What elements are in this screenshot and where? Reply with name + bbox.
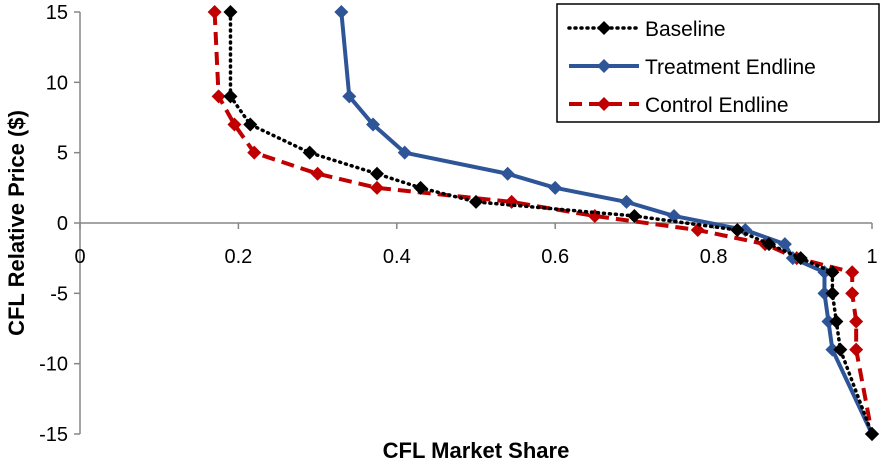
data-point-control-endline: [587, 208, 602, 223]
legend-item-baseline: Baseline: [567, 18, 726, 41]
data-point-baseline: [413, 180, 428, 195]
data-point-baseline: [223, 89, 238, 104]
y-tick-label: 10: [46, 72, 68, 94]
data-point-baseline: [370, 166, 384, 181]
series-line-treatment-endline: [339, 11, 874, 435]
data-point-treatment-endline: [500, 166, 515, 181]
legend-swatch-marker: [597, 59, 611, 73]
data-point-baseline: [829, 314, 844, 329]
series-line-control-endline: [212, 11, 874, 435]
data-point-baseline: [793, 251, 808, 266]
data-point-treatment-endline: [334, 5, 349, 19]
x-tick-label: 0.6: [541, 246, 569, 268]
data-point-treatment-endline: [619, 194, 634, 209]
data-point-treatment-endline: [817, 286, 832, 301]
legend-label: Control Endline: [645, 94, 789, 117]
x-tick-label: 0: [74, 246, 85, 268]
y-ticks-group: 15 10 5 0 -5 -10 -15: [39, 2, 80, 446]
data-point-control-endline: [211, 89, 226, 104]
x-tick-label: 0.8: [700, 246, 728, 268]
x-ticks-group: 0 0.2 0.4 0.6 0.8 1: [74, 223, 878, 268]
y-tick-label: 5: [57, 143, 68, 165]
data-point-control-endline: [370, 180, 384, 195]
data-point-baseline: [825, 265, 840, 280]
data-point-baseline: [825, 286, 840, 301]
data-point-treatment-endline: [366, 117, 381, 132]
y-tick-label: -5: [50, 283, 68, 305]
x-tick-label: 1: [866, 246, 877, 268]
data-point-treatment-endline: [397, 145, 412, 160]
data-point-treatment-endline: [825, 342, 840, 357]
series-line-baseline: [228, 10, 874, 436]
x-tick-label: 0.2: [224, 246, 252, 268]
legend-swatch-marker: [597, 97, 611, 111]
x-axis-title: CFL Market Share: [383, 438, 570, 463]
legend-swatch-marker: [597, 21, 611, 35]
legend-label: Treatment Endline: [645, 56, 816, 79]
legend-label: Baseline: [645, 18, 726, 41]
data-point-control-endline: [310, 166, 325, 181]
y-tick-label: 15: [46, 2, 68, 24]
data-point-baseline: [730, 223, 745, 238]
data-point-baseline: [627, 208, 642, 223]
data-point-treatment-endline: [777, 237, 792, 252]
data-point-baseline: [762, 237, 777, 252]
data-point-treatment-endline: [738, 223, 753, 238]
data-point-control-endline: [690, 223, 705, 238]
y-tick-label: -15: [39, 424, 68, 446]
data-point-control-endline: [504, 194, 519, 209]
data-point-control-endline: [845, 265, 860, 280]
data-point-baseline: [243, 117, 258, 132]
data-point-treatment-endline: [548, 180, 563, 195]
legend-item-treatment-endline: Treatment Endline: [569, 56, 816, 79]
data-point-control-endline: [849, 314, 864, 329]
data-point-baseline: [302, 145, 317, 160]
data-point-control-endline: [845, 286, 860, 301]
y-tick-label: 0: [57, 213, 68, 235]
data-point-control-endline: [849, 342, 864, 357]
data-point-baseline: [469, 194, 483, 209]
data-point-baseline: [833, 342, 848, 357]
x-tick-label: 0.4: [383, 246, 411, 268]
data-point-treatment-endline: [821, 314, 836, 329]
data-point-control-endline: [247, 145, 262, 160]
legend: Baseline Treatment Endline Control Endline: [556, 3, 880, 123]
legend-item-control-endline: Control Endline: [569, 94, 789, 117]
data-point-baseline: [865, 427, 879, 441]
series-baseline: [223, 5, 879, 441]
data-point-control-endline: [227, 117, 242, 132]
y-axis-title: CFL Relative Price ($): [4, 110, 29, 336]
data-point-control-endline: [207, 5, 222, 19]
y-tick-label: -10: [39, 354, 68, 376]
series-layer: [207, 5, 879, 441]
data-point-treatment-endline: [342, 89, 357, 104]
data-point-baseline: [223, 5, 238, 19]
